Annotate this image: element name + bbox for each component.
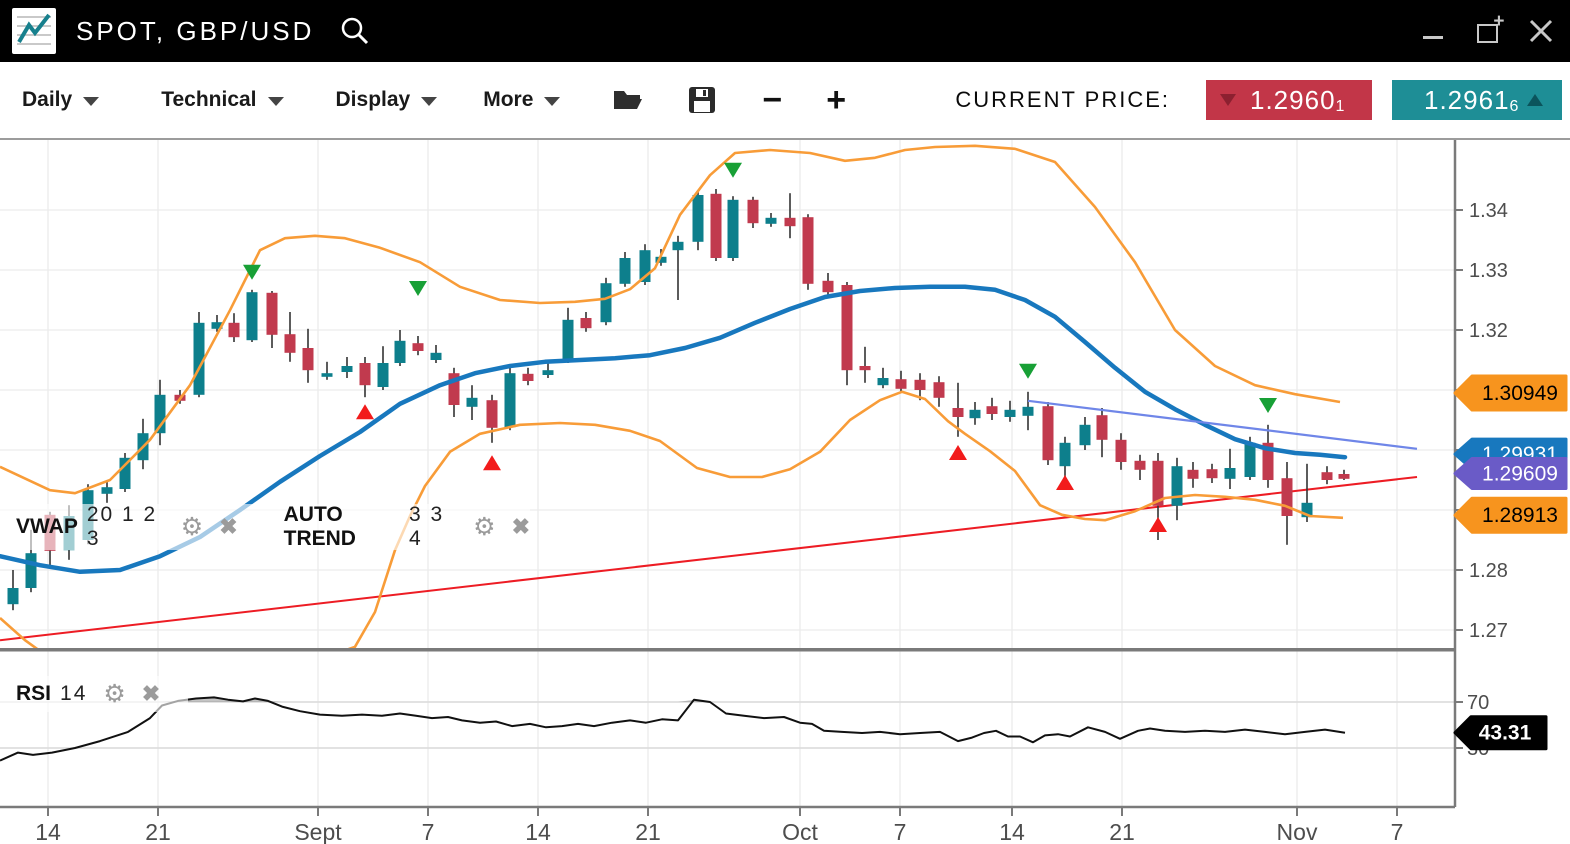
svg-text:Nov: Nov [1277,819,1318,844]
rsi-remove-icon[interactable]: ✖ [141,681,161,706]
price-up-arrow-icon [1527,94,1544,106]
svg-text:1.28: 1.28 [1469,560,1508,582]
vwap-indicator-params: 20 1 2 3 [86,503,158,550]
price-chart-svg[interactable]: 1.341.331.321.311.301.291.281.271421Sept… [0,140,1570,844]
overlay-indicator-labels: VWAP 20 1 2 3 ⚙ ✖ AUTO TREND 3 3 4 ⚙ ✖ [0,503,530,550]
menu-timeframe[interactable]: Daily [22,88,100,112]
vwap-indicator-label: VWAP [16,515,78,538]
chevron-down-icon [267,97,284,106]
autotrend-settings-gear-icon[interactable]: ⚙ [473,512,496,541]
autotrend-remove-icon[interactable]: ✖ [511,514,530,539]
svg-text:1.29609: 1.29609 [1482,462,1558,485]
svg-text:1.32: 1.32 [1469,320,1508,342]
svg-text:1.33: 1.33 [1469,260,1508,282]
ask-price-badge: 1.2961 6 [1392,80,1562,120]
save-icon[interactable] [688,86,716,114]
svg-text:14: 14 [525,819,551,844]
close-button[interactable] [1528,18,1554,44]
zoom-in-button[interactable]: + [826,81,847,119]
svg-text:7: 7 [422,819,435,844]
main-pane-layer [0,144,1418,648]
autotrend-indicator-label: AUTO TREND [283,503,356,550]
popout-button[interactable] [1474,11,1505,44]
svg-text:1.27: 1.27 [1469,620,1508,642]
open-folder-icon[interactable] [612,87,644,113]
svg-text:Oct: Oct [782,819,818,844]
svg-text:21: 21 [1109,819,1135,844]
svg-text:1.30949: 1.30949 [1482,382,1558,405]
search-icon[interactable] [338,14,372,48]
zoom-out-button[interactable]: − [762,81,783,119]
ask-price-value: 1.2961 [1424,84,1510,115]
window-title: SPOT, GBP/USD [76,15,315,46]
menu-technical[interactable]: Technical [161,88,284,112]
app-logo-icon [12,8,56,54]
title-bar: SPOT, GBP/USD [0,0,1570,62]
bid-price-value: 1.2960 [1250,84,1336,115]
menu-more-label: More [483,88,534,111]
rsi-indicator-label: RSI [16,682,52,705]
bid-price-badge: 1.2960 1 [1206,80,1372,120]
current-price-label: CURRENT PRICE: [955,87,1170,112]
bid-price-pip: 1 [1335,98,1346,115]
rsi-pane-layer [0,696,1346,762]
ask-price-pip: 6 [1509,98,1520,115]
menu-display-label: Display [335,88,411,111]
svg-text:70: 70 [1467,692,1489,714]
rsi-indicator-params: 14 [60,682,88,705]
overlay-rsi-label: RSI 14 ⚙ ✖ [0,676,188,712]
svg-text:14: 14 [999,819,1025,844]
svg-text:1.28913: 1.28913 [1482,504,1558,527]
svg-text:Sept: Sept [294,819,342,844]
menu-technical-label: Technical [161,88,257,111]
svg-text:21: 21 [145,819,171,844]
toolbar: Daily Technical Display More − + CURRENT… [0,62,1570,140]
chevron-down-icon [544,97,561,106]
menu-timeframe-label: Daily [22,88,73,111]
menu-display[interactable]: Display [336,88,438,112]
vwap-settings-gear-icon[interactable]: ⚙ [180,512,204,541]
svg-text:1.34: 1.34 [1469,200,1508,222]
minimize-button[interactable] [1420,18,1446,44]
chart-canvas[interactable]: 1.341.331.321.311.301.291.281.271421Sept… [0,140,1570,844]
svg-text:21: 21 [635,819,661,844]
svg-text:7: 7 [1391,819,1404,844]
autotrend-indicator-params: 3 3 4 [409,503,445,550]
chevron-down-icon [83,97,100,106]
chevron-down-icon [421,97,438,106]
price-down-arrow-icon [1220,94,1236,106]
menu-more[interactable]: More [483,88,561,112]
svg-text:43.31: 43.31 [1479,722,1532,745]
vwap-remove-icon[interactable]: ✖ [219,514,238,539]
svg-text:7: 7 [894,819,907,844]
rsi-settings-gear-icon[interactable]: ⚙ [103,679,126,708]
svg-text:14: 14 [35,819,61,844]
